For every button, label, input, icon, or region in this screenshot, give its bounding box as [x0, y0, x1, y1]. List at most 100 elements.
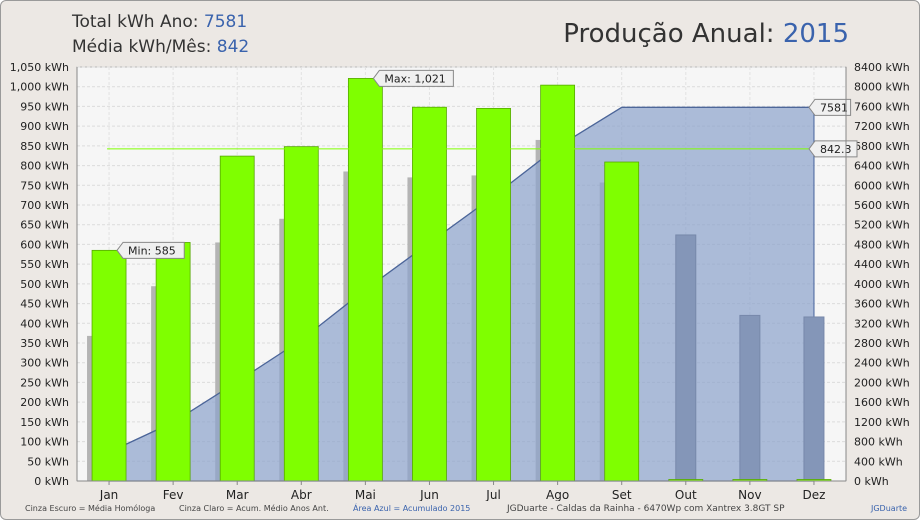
y-left-tick-label: 800 kWh	[20, 160, 69, 173]
y-right-tick-label: 6400 kWh	[854, 160, 910, 173]
y-right-tick-label: 5600 kWh	[854, 199, 910, 212]
y-left-tick-label: 750 kWh	[20, 179, 69, 192]
y-right-tick-label: 7600 kWh	[854, 100, 910, 113]
y-left-tick-label: 1,000 kWh	[10, 81, 69, 94]
max-annotation-box	[372, 69, 454, 87]
legend-dark-gray: Cinza Escuro = Média Homóloga	[25, 504, 156, 513]
light-gray-bar	[215, 242, 222, 481]
x-tick-label: Jan	[99, 488, 119, 501]
dark-gray-bar	[803, 316, 825, 482]
x-tick-label: Mai	[355, 488, 376, 501]
y-left-tick-label: 550 kWh	[20, 258, 69, 271]
y-right-tick-label: 3200 kWh	[854, 317, 910, 330]
x-tick-label: Out	[675, 488, 697, 501]
chart-svg: 0 kWh 50 kWh 100 kWh 150 kWh 200 kWh 250 kWh 3…	[10, 61, 910, 501]
y-left-tick-label: 700 kWh	[20, 199, 69, 212]
y-left-tick-label: 300 kWh	[20, 357, 69, 370]
y-left-tick-label: 450 kWh	[20, 298, 69, 311]
production-bar	[412, 106, 447, 482]
production-bar	[91, 249, 127, 482]
y-left-tick-label: 100 kWh	[20, 436, 69, 449]
production-bar	[347, 78, 383, 482]
total-annotation: 7581	[808, 98, 852, 116]
y-left-tick-label: 150 kWh	[20, 416, 69, 429]
production-bar	[283, 146, 319, 482]
y-left-tick-label: 250 kWh	[20, 376, 69, 389]
y-right-tick-label: 3600 kWh	[854, 298, 910, 311]
y-right-tick-label: 4400 kWh	[854, 258, 910, 271]
x-tick-label: Ago	[546, 488, 569, 501]
y-left-tick-label: 200 kWh	[20, 396, 69, 409]
x-tick-label: Jul	[485, 488, 500, 501]
y-right-tick-label: 8400 kWh	[854, 61, 910, 74]
chart-title-year: 2015	[782, 19, 849, 49]
y-right-tick-label: 400 kWh	[854, 455, 903, 468]
production-bar	[155, 242, 191, 482]
min-annotation-box	[116, 241, 185, 259]
x-tick-label: Abr	[291, 488, 312, 501]
y-right-tick-label: 2000 kWh	[854, 376, 910, 389]
brand-link[interactable]: JGDuarte	[871, 504, 908, 513]
y-right-tick-label: 6800 kWh	[854, 140, 910, 153]
total-kwh-label: Total kWh Ano:	[72, 12, 199, 32]
y-left-tick-label: 50 kWh	[27, 455, 69, 468]
y-left-tick-label: 950 kWh	[20, 100, 69, 113]
y-left-tick-label: 900 kWh	[20, 120, 69, 133]
legend-blue-area: Área Azul = Acumulado 2015	[353, 504, 471, 513]
y-left-tick-label: 850 kWh	[20, 140, 69, 153]
production-bar	[219, 155, 255, 482]
x-tick-label: Fev	[163, 488, 184, 501]
y-left-tick-label: 400 kWh	[20, 317, 69, 330]
y-left-tick-label: 0 kWh	[34, 475, 69, 488]
y-right-tick-label: 6000 kWh	[854, 179, 910, 192]
avg-kwh-label: Média kWh/Mês:	[72, 37, 212, 57]
y-right-tick-label: 4000 kWh	[854, 278, 910, 291]
chart-title: Produção Anual: 2015	[563, 19, 849, 49]
y-right-tick-label: 1600 kWh	[854, 396, 910, 409]
y-left-tick-label: 1,050 kWh	[10, 61, 69, 74]
legend-light-gray: Cinza Claro = Acum. Médio Anos Ant.	[179, 504, 329, 513]
x-tick-label: Mar	[226, 488, 249, 501]
x-tick-label: Set	[612, 488, 632, 501]
dark-gray-bar	[739, 314, 761, 482]
y-right-tick-label: 7200 kWh	[854, 120, 910, 133]
total-kwh-row: Total kWh Ano: 7581	[72, 12, 247, 32]
y-right-tick-label: 2400 kWh	[854, 357, 910, 370]
y-right-tick-label: 4800 kWh	[854, 238, 910, 251]
total-annotation-box	[808, 98, 852, 116]
y-left-tick-label: 650 kWh	[20, 219, 69, 232]
average-annotation: 842.3	[808, 140, 858, 158]
y-right-tick-label: 800 kWh	[854, 436, 903, 449]
chart-footer: Cinza Escuro = Média Homóloga Cinza Clar…	[1, 501, 919, 519]
x-tick-label: Dez	[802, 488, 825, 501]
total-annotation-text: 7581	[820, 101, 848, 114]
y-right-tick-label: 5200 kWh	[854, 219, 910, 232]
light-gray-bar	[279, 218, 286, 482]
production-bar	[476, 108, 511, 482]
x-tick-label: Jun	[419, 488, 439, 501]
y-right-tick-label: 8000 kWh	[854, 81, 910, 94]
avg-kwh-row: Média kWh/Mês: 842	[72, 37, 249, 57]
y-left-tick-label: 350 kWh	[20, 337, 69, 350]
max-annotation-text: Max: 1,021	[384, 72, 445, 85]
production-bar	[540, 84, 576, 482]
average-annotation-text: 842.3	[820, 143, 852, 156]
light-gray-bar	[151, 286, 158, 481]
light-gray-bar	[87, 335, 94, 481]
min-annotation: Min: 585	[116, 241, 185, 259]
y-right-tick-label: 1200 kWh	[854, 416, 910, 429]
y-right-tick-label: 0 kWh	[854, 475, 889, 488]
max-annotation: Max: 1,021	[372, 69, 454, 87]
avg-kwh-value: 842	[216, 37, 250, 57]
site-info: JGDuarte - Caldas da Rainha - 6470Wp com…	[507, 504, 785, 514]
y-left-tick-label: 500 kWh	[20, 278, 69, 291]
y-left-tick-label: 600 kWh	[20, 238, 69, 251]
y-right-tick-label: 2800 kWh	[854, 337, 910, 350]
chart-title-label: Produção Anual:	[563, 19, 775, 49]
production-bar	[604, 161, 640, 482]
dark-gray-bar	[675, 234, 697, 482]
min-annotation-text: Min: 585	[128, 244, 176, 257]
total-kwh-value: 7581	[203, 12, 248, 32]
x-tick-label: Nov	[738, 488, 761, 501]
